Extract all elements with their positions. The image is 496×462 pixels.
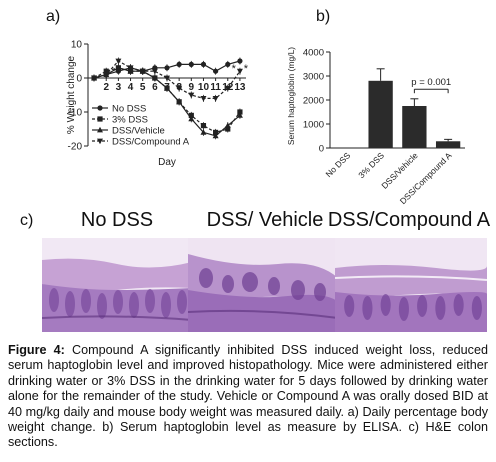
y-axis-label: Serum haptoglobin (mg/L) <box>286 47 296 145</box>
figure-caption: Figure 4: Compound A significantly inhib… <box>8 343 488 451</box>
data-point <box>224 122 231 128</box>
panel-b-label: b) <box>316 8 331 25</box>
data-point <box>139 68 146 75</box>
data-point <box>164 75 170 82</box>
data-point <box>188 92 195 99</box>
legend-label: No DSS <box>112 104 146 115</box>
y-tick-label: -10 <box>68 108 83 119</box>
y-tick-label: 0 <box>76 74 82 85</box>
significance-mark: * <box>244 63 249 75</box>
data-point <box>200 129 207 135</box>
data-point <box>212 132 219 139</box>
data-point <box>91 75 98 82</box>
legend-label: DSS/Vehicle <box>112 126 165 137</box>
data-point <box>151 74 158 81</box>
y-tick-label: 4000 <box>303 48 324 59</box>
data-point <box>200 123 207 129</box>
annotation-text: p = 0.001 <box>411 77 451 88</box>
data-point <box>176 61 182 67</box>
series-3 <box>91 57 243 102</box>
data-point <box>200 61 207 67</box>
data-point <box>236 112 243 118</box>
histology-image-no-dss <box>42 238 192 332</box>
data-point <box>212 96 219 102</box>
histology-title-dss-vehicle: DSS/ Vehicle <box>206 209 324 231</box>
y-axis-label: % Weight change <box>66 55 77 134</box>
legend-marker <box>97 138 103 145</box>
legend-marker <box>97 126 103 133</box>
bar <box>368 80 393 148</box>
y-tick-label: 10 <box>71 40 83 51</box>
x-tick-label: 13 <box>234 82 246 93</box>
data-point <box>224 85 231 92</box>
data-point <box>164 85 170 91</box>
histology-image-dss-vehicle <box>188 238 338 332</box>
x-tick-label: 9 <box>189 82 195 93</box>
histology-title-no-dss: No DSS <box>80 209 154 231</box>
legend-label: DSS/Compound A <box>112 137 190 148</box>
data-point <box>115 64 122 71</box>
y-tick-label: 0 <box>319 144 324 155</box>
haptoglobin-chart: 0 1000 2000 3000 4000 Serum haptoglobin (mg/L… <box>286 47 465 205</box>
data-point <box>236 68 243 75</box>
y-tick-label: 1000 <box>303 120 324 131</box>
legend-marker <box>97 116 103 122</box>
x-tick-label: 4 <box>128 82 134 93</box>
x-tick-label: 2 <box>103 82 109 93</box>
x-tick-label: 10 <box>198 82 210 93</box>
x-tick-label: 3% DSS <box>356 150 386 180</box>
data-point <box>127 65 134 71</box>
legend-label: 3% DSS <box>112 115 148 126</box>
significance-mark: * <box>232 63 237 75</box>
data-point <box>188 61 194 67</box>
data-point <box>176 98 183 105</box>
x-tick-label: 5 <box>140 82 146 93</box>
x-tick-label: 6 <box>152 82 158 93</box>
bar <box>435 141 461 148</box>
y-tick-label: 2000 <box>303 96 324 107</box>
x-axis-label: Day <box>158 157 176 168</box>
data-point <box>164 65 170 71</box>
data-point <box>213 68 219 74</box>
bar <box>402 106 427 148</box>
data-point <box>237 58 243 64</box>
caption-text: Compound A significantly inhibited DSS i… <box>8 343 488 450</box>
data-point <box>103 72 110 78</box>
histology-image-dss-compound-a <box>335 238 487 332</box>
x-tick-label: 11 <box>210 82 221 93</box>
data-point <box>188 115 195 122</box>
x-tick-label: 3 <box>116 82 122 93</box>
data-point <box>200 96 207 102</box>
histology-title-dss-compound-a: DSS/Compound A <box>327 209 491 231</box>
data-point <box>225 61 231 67</box>
panel-a-label: a) <box>46 8 61 25</box>
data-point <box>176 85 183 92</box>
panel-c-label: c) <box>20 212 34 229</box>
y-tick-label: 3000 <box>303 72 324 83</box>
x-tick-label: No DSS <box>323 150 352 179</box>
legend-marker <box>97 105 103 111</box>
data-point <box>151 68 158 75</box>
data-point <box>115 58 122 65</box>
weight-change-chart: -20-100102345678910111213Day% Weight cha… <box>66 40 249 169</box>
y-tick-label: -20 <box>68 142 83 153</box>
caption-label: Figure 4: <box>8 343 65 357</box>
